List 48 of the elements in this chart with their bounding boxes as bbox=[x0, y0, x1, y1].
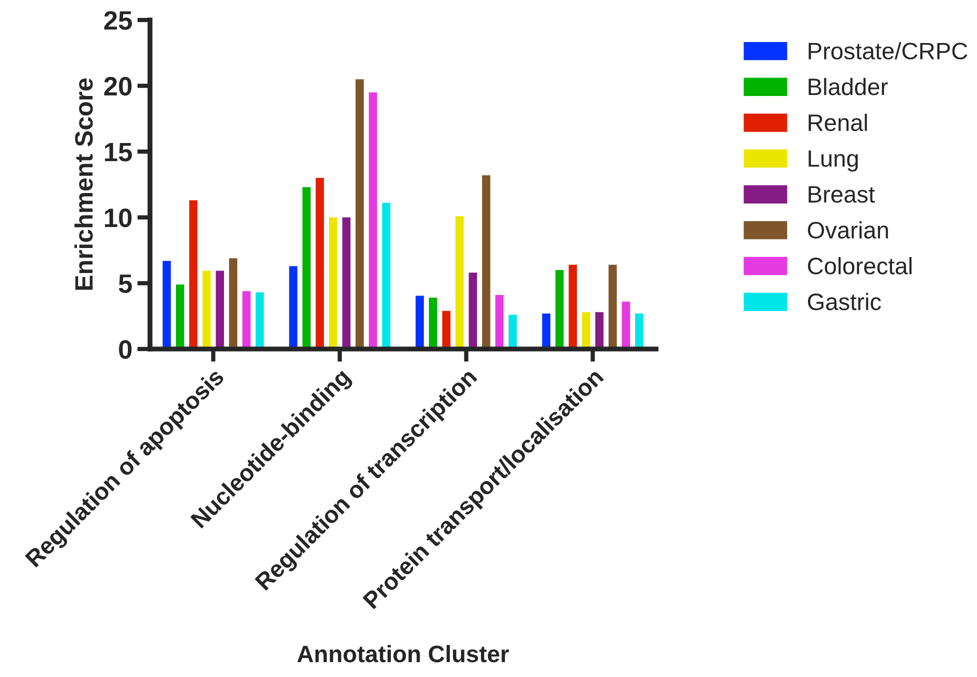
legend-label: Lung bbox=[808, 150, 858, 172]
y-tick-label: 0 bbox=[119, 340, 132, 359]
bar bbox=[229, 258, 238, 349]
bar bbox=[608, 264, 617, 349]
bar bbox=[216, 270, 224, 349]
bar bbox=[289, 266, 298, 349]
legend-label: Breast bbox=[808, 186, 875, 203]
legend-label: Renal bbox=[808, 114, 867, 132]
bar bbox=[162, 260, 171, 349]
bar bbox=[428, 298, 438, 349]
bar bbox=[568, 264, 577, 349]
legend-label: Gastric bbox=[808, 292, 881, 310]
bar bbox=[189, 200, 198, 349]
bar bbox=[176, 284, 184, 349]
bar bbox=[455, 216, 464, 349]
legend-label: Ovarian bbox=[808, 221, 888, 239]
bar bbox=[302, 187, 311, 349]
bar bbox=[595, 312, 604, 349]
bar bbox=[542, 313, 550, 349]
bar bbox=[442, 310, 450, 349]
bar bbox=[416, 296, 424, 349]
bar bbox=[342, 217, 351, 349]
bar bbox=[495, 295, 504, 349]
bar bbox=[356, 79, 364, 349]
y-tick-label: 20 bbox=[104, 76, 132, 96]
legend-label: Bladder bbox=[808, 78, 888, 96]
bar bbox=[382, 202, 390, 349]
legend-label: Prostate/CRPC bbox=[808, 42, 968, 60]
bar bbox=[242, 291, 251, 349]
bar bbox=[368, 92, 378, 349]
bar bbox=[256, 292, 264, 349]
legend-label: Colorectal bbox=[808, 257, 912, 274]
bar bbox=[482, 175, 490, 349]
bar bbox=[316, 178, 324, 349]
y-tick-label: 5 bbox=[118, 274, 132, 294]
y-tick-label: 15 bbox=[104, 143, 132, 162]
y-tick-label: 25 bbox=[104, 11, 132, 30]
bar bbox=[635, 313, 644, 349]
bar bbox=[468, 272, 478, 349]
x-axis-title: Annotation Cluster bbox=[297, 645, 509, 662]
bar bbox=[582, 312, 590, 349]
bar bbox=[622, 302, 630, 349]
y-tick-label: 10 bbox=[104, 208, 132, 228]
bar bbox=[508, 314, 517, 349]
bar bbox=[555, 270, 564, 349]
y-axis-title: Enrichment Score bbox=[74, 78, 93, 290]
bar bbox=[328, 217, 338, 349]
bar bbox=[202, 270, 211, 349]
